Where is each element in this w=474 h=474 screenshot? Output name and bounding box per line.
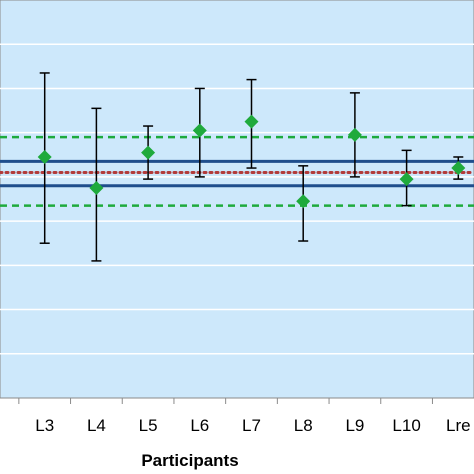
data-markers	[37, 114, 466, 209]
x-tick-label: L4	[87, 416, 106, 435]
data-point	[347, 127, 362, 142]
x-axis-title: Participants	[141, 451, 238, 470]
data-point	[37, 149, 52, 164]
x-tick-label: L8	[294, 416, 313, 435]
gridlines	[0, 43, 474, 355]
data-point	[399, 172, 414, 187]
data-point	[141, 145, 156, 160]
x-tick-label: L5	[139, 416, 158, 435]
x-tick-label: L10	[392, 416, 420, 435]
data-point	[296, 194, 311, 209]
x-tick-label: Lre	[446, 416, 471, 435]
data-point	[192, 123, 207, 138]
x-tick-label: L6	[190, 416, 209, 435]
plot-area	[0, 0, 474, 399]
x-tick-label: L3	[35, 416, 54, 435]
x-tick-label: L9	[345, 416, 364, 435]
x-axis: 2L3L4L5L6L7L8L9L10Lre	[18, 398, 471, 435]
data-point	[89, 180, 104, 195]
reference-lines	[0, 135, 474, 207]
data-point	[244, 114, 259, 129]
data-point	[451, 161, 466, 176]
x-tick-label: L7	[242, 416, 261, 435]
